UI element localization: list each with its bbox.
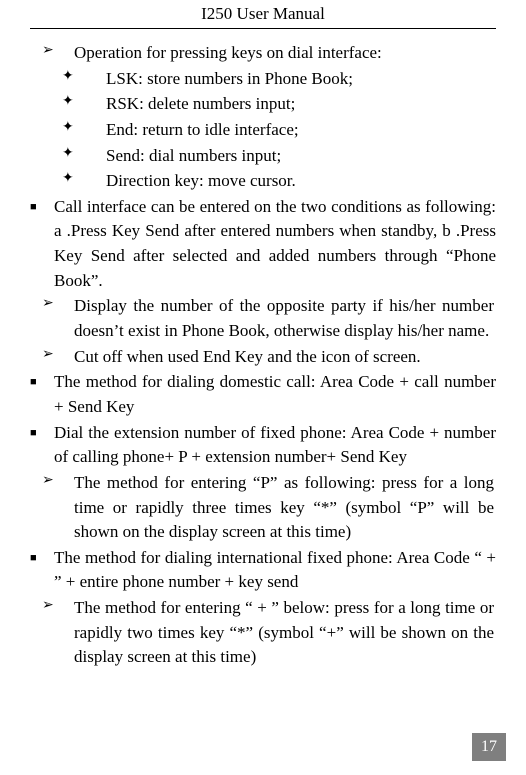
list-item: ➢ Cut off when used End Key and the icon… [30,345,496,370]
text: The method for dialing international fix… [44,546,496,595]
list-item: ■ The method for dialing domestic call: … [30,370,496,419]
list-item: ■ Call interface can be entered on the t… [30,195,496,294]
diamond-icon: ✦ [30,92,86,117]
list-item: ✦ LSK: store numbers in Phone Book; [30,67,496,92]
text: RSK: delete numbers input; [86,92,496,117]
list-item: ➢ The method for entering “ + ” below: p… [30,596,496,670]
diamond-icon: ✦ [30,118,86,143]
text: Cut off when used End Key and the icon o… [66,345,496,370]
header-title: I250 User Manual [30,0,496,29]
diamond-icon: ✦ [30,67,86,92]
arrow-icon: ➢ [30,471,66,545]
square-icon: ■ [30,421,44,470]
text: The method for entering “ + ” below: pre… [66,596,496,670]
text: Operation for pressing keys on dial inte… [66,41,496,66]
list-item: ➢ Operation for pressing keys on dial in… [30,41,496,66]
text: Dial the extension number of fixed phone… [44,421,496,470]
text: Display the number of the opposite party… [66,294,496,343]
text: End: return to idle interface; [86,118,496,143]
page-number: 17 [472,733,506,761]
list-item: ➢ Display the number of the opposite par… [30,294,496,343]
list-item: ✦ Direction key: move cursor. [30,169,496,194]
square-icon: ■ [30,370,44,419]
arrow-icon: ➢ [30,41,66,66]
arrow-icon: ➢ [30,345,66,370]
diamond-icon: ✦ [30,144,86,169]
arrow-icon: ➢ [30,596,66,670]
text: Direction key: move cursor. [86,169,496,194]
text: The method for entering “P” as following… [66,471,496,545]
text: Call interface can be entered on the two… [44,195,496,294]
list-item: ✦ End: return to idle interface; [30,118,496,143]
list-item: ■ Dial the extension number of fixed pho… [30,421,496,470]
square-icon: ■ [30,195,44,294]
list-item: ➢ The method for entering “P” as followi… [30,471,496,545]
list-item: ✦ Send: dial numbers input; [30,144,496,169]
page: I250 User Manual ➢ Operation for pressin… [0,0,526,775]
square-icon: ■ [30,546,44,595]
arrow-icon: ➢ [30,294,66,343]
diamond-icon: ✦ [30,169,86,194]
text: LSK: store numbers in Phone Book; [86,67,496,92]
list-item: ✦ RSK: delete numbers input; [30,92,496,117]
list-item: ■ The method for dialing international f… [30,546,496,595]
text: The method for dialing domestic call: Ar… [44,370,496,419]
text: Send: dial numbers input; [86,144,496,169]
content-body: ➢ Operation for pressing keys on dial in… [30,41,496,670]
